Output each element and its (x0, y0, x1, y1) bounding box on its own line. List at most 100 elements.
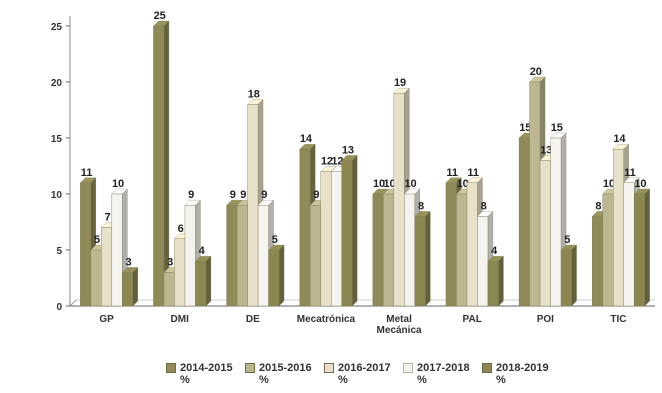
bar (268, 249, 280, 307)
data-label: 14 (613, 133, 626, 145)
bar (518, 137, 530, 307)
x-category-label: POI (537, 314, 554, 325)
data-label: 9 (261, 189, 267, 201)
bar (195, 261, 207, 307)
bar (320, 171, 332, 307)
chart-legend: 2014-2015 % 2015-2016 % 2016-2017 % 2017-20… (166, 362, 566, 392)
x-category-label: Metal (386, 314, 412, 325)
data-label: 9 (230, 189, 236, 201)
x-axis-depth-line (69, 299, 77, 307)
bar (445, 182, 457, 307)
x-category-label: PAL (463, 314, 482, 325)
bar (487, 261, 499, 307)
y-tick-label: 20 (51, 78, 63, 89)
bar (456, 193, 468, 307)
bar (612, 148, 624, 307)
data-label: 15 (519, 122, 531, 134)
data-label: 9 (188, 189, 194, 201)
x-category-label: DE (246, 314, 260, 325)
bar (330, 171, 342, 307)
y-tick-label: 25 (51, 22, 63, 33)
bar (539, 160, 551, 307)
bar-side (352, 155, 358, 307)
data-label: 6 (178, 223, 184, 235)
bar-side (132, 267, 138, 307)
bar-side (571, 244, 577, 307)
bar (383, 193, 395, 307)
legend-item: 2014-2015 % (166, 362, 246, 392)
data-label: 3 (126, 256, 132, 268)
legend-item: 2017-2018 % (403, 362, 483, 392)
legend-item: 2016-2017 % (324, 362, 404, 392)
data-label: 13 (540, 144, 552, 156)
bar (550, 137, 562, 307)
bar-side (278, 244, 285, 307)
data-label: 4 (491, 245, 498, 257)
bar (111, 193, 123, 307)
bar (623, 182, 635, 307)
data-label: 5 (564, 234, 570, 246)
data-label: 5 (272, 234, 278, 246)
legend-swatch (403, 363, 413, 373)
bar (236, 204, 248, 307)
data-label: 10 (383, 178, 395, 190)
y-tick-label: 0 (56, 302, 62, 313)
data-label: 10 (112, 178, 124, 190)
bar (404, 193, 416, 307)
data-label: 9 (240, 189, 246, 201)
data-label: 25 (154, 10, 166, 22)
bar (257, 204, 269, 307)
data-label: 8 (481, 200, 487, 212)
bar (247, 104, 259, 307)
data-label: 14 (300, 133, 313, 145)
data-label: 11 (446, 167, 458, 179)
data-label: 18 (248, 88, 260, 100)
data-label: 4 (199, 245, 206, 257)
legend-swatch (324, 363, 334, 373)
legend-swatch (245, 363, 255, 373)
legend-swatch (482, 363, 492, 373)
legend-label: 2016-2017 % (338, 362, 391, 386)
bar (414, 216, 426, 307)
bar (122, 272, 134, 307)
bar (226, 204, 238, 307)
data-label: 10 (457, 178, 469, 190)
legend-item: 2018-2019 % (482, 362, 562, 392)
bar (529, 81, 541, 307)
data-label: 10 (603, 178, 615, 190)
data-label: 12 (331, 156, 343, 168)
data-label: 19 (394, 77, 406, 89)
bar (174, 238, 186, 307)
x-category-label: Mecánica (377, 325, 422, 336)
bar (393, 92, 405, 307)
bar (602, 193, 614, 307)
data-label: 15 (551, 122, 563, 134)
legend-item: 2015-2016 % (245, 362, 325, 392)
bar-side (205, 255, 212, 307)
legend-label: 2018-2019 % (496, 362, 549, 386)
data-label: 3 (167, 256, 173, 268)
y-tick-label: 5 (56, 246, 62, 257)
bar-side (644, 188, 650, 307)
bar-side (425, 211, 431, 307)
data-label: 9 (313, 189, 319, 201)
x-category-label: DMI (171, 314, 190, 325)
data-label: 11 (624, 167, 636, 179)
data-label: 10 (634, 178, 646, 190)
bar (309, 204, 321, 307)
legend-swatch (166, 363, 176, 373)
bar (184, 204, 196, 307)
bar (80, 182, 92, 307)
bar (466, 182, 478, 307)
legend-label: 2015-2016 % (259, 362, 312, 386)
bar (299, 148, 311, 307)
data-label: 13 (342, 144, 354, 156)
data-label: 10 (373, 178, 385, 190)
y-tick-label: 10 (51, 190, 63, 201)
bar (477, 216, 489, 307)
bar (90, 249, 102, 307)
bar (163, 272, 175, 307)
x-category-label: TIC (610, 314, 626, 325)
